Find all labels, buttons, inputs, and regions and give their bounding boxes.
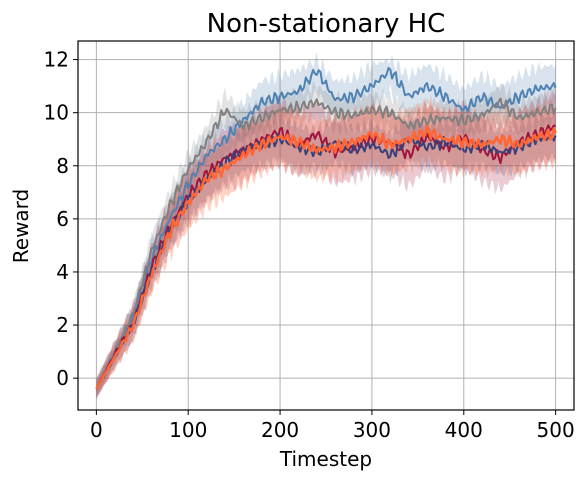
y-tick-label: 8: [56, 154, 69, 178]
axis-ticks: 0 100 200 300 400 500 0 2 4 6 8 10 12: [44, 48, 575, 442]
x-tick-label: 100: [169, 418, 207, 442]
series-lines: [95, 67, 557, 390]
y-tick-label: 6: [56, 207, 69, 231]
x-tick-label: 200: [261, 418, 299, 442]
x-tick-label: 500: [537, 418, 575, 442]
x-tick-label: 400: [445, 418, 483, 442]
chart-title: Non-stationary HC: [207, 9, 446, 39]
x-tick-label: 300: [353, 418, 391, 442]
series-3-confidence-band: [96, 111, 556, 397]
series-0-line: [95, 67, 557, 390]
x-tick-label: 0: [90, 418, 103, 442]
series-1-line: [95, 97, 557, 390]
y-tick-label: 0: [56, 366, 69, 390]
grid-layer: [78, 41, 574, 410]
plot-area-frame: [77, 40, 575, 411]
y-tick-label: 12: [44, 48, 69, 72]
series-4-line: [95, 125, 557, 390]
y-tick-label: 10: [44, 101, 69, 125]
y-tick-label: 2: [56, 313, 69, 337]
y-axis-label: Reward: [9, 189, 33, 263]
y-tick-label: 4: [56, 260, 69, 284]
x-axis-label: Timestep: [279, 447, 372, 471]
